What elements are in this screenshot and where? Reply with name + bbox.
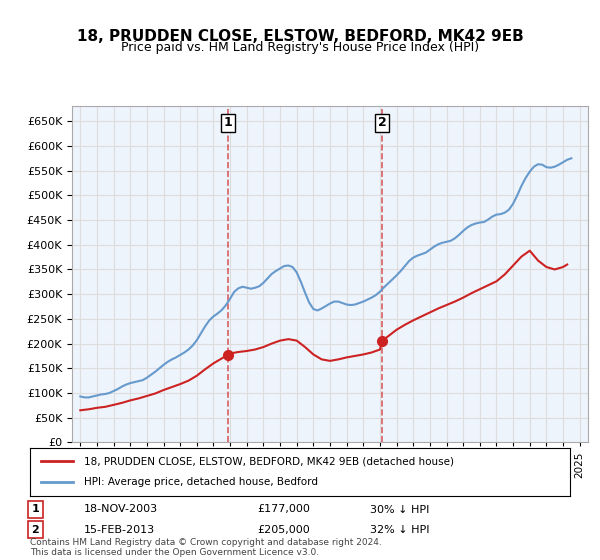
Text: 32% ↓ HPI: 32% ↓ HPI bbox=[370, 525, 430, 535]
Text: 1: 1 bbox=[32, 505, 39, 515]
Text: 18, PRUDDEN CLOSE, ELSTOW, BEDFORD, MK42 9EB: 18, PRUDDEN CLOSE, ELSTOW, BEDFORD, MK42… bbox=[77, 29, 523, 44]
Text: £205,000: £205,000 bbox=[257, 525, 310, 535]
Text: Price paid vs. HM Land Registry's House Price Index (HPI): Price paid vs. HM Land Registry's House … bbox=[121, 41, 479, 54]
Text: 18, PRUDDEN CLOSE, ELSTOW, BEDFORD, MK42 9EB (detached house): 18, PRUDDEN CLOSE, ELSTOW, BEDFORD, MK42… bbox=[84, 456, 454, 466]
Text: 2: 2 bbox=[32, 525, 39, 535]
Text: 18-NOV-2003: 18-NOV-2003 bbox=[84, 505, 158, 515]
Text: 2: 2 bbox=[377, 116, 386, 129]
Text: 15-FEB-2013: 15-FEB-2013 bbox=[84, 525, 155, 535]
Text: HPI: Average price, detached house, Bedford: HPI: Average price, detached house, Bedf… bbox=[84, 477, 318, 487]
Text: Contains HM Land Registry data © Crown copyright and database right 2024.
This d: Contains HM Land Registry data © Crown c… bbox=[30, 538, 382, 557]
Text: 30% ↓ HPI: 30% ↓ HPI bbox=[370, 505, 430, 515]
Text: 1: 1 bbox=[224, 116, 233, 129]
Text: £177,000: £177,000 bbox=[257, 505, 310, 515]
